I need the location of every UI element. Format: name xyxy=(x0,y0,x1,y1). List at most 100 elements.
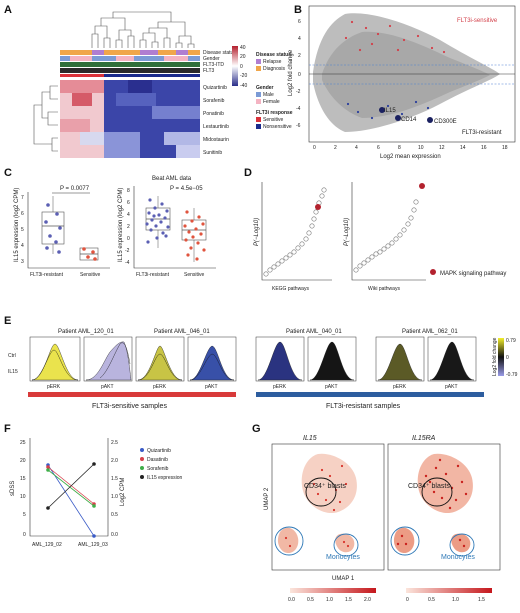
legend-title-flt3: FLT3i response xyxy=(256,110,293,116)
panel-f-lines xyxy=(47,463,95,537)
panel-f-points xyxy=(46,462,96,538)
panel-c-left-ylabel: IL15 expression (log2 CPM) xyxy=(14,188,20,262)
svg-text:Quizartinib: Quizartinib xyxy=(147,448,171,454)
panel-d-right-axes xyxy=(351,182,426,281)
panel-d-left-xlabel: KEGG pathways xyxy=(272,286,309,292)
panel-g-ylabel: UMAP 2 xyxy=(264,487,270,510)
legend-sensitive: Sensitive xyxy=(263,117,284,123)
panel-f-ylabel-left: sDSS xyxy=(10,481,16,496)
panel-b-x-ticks: 0 2 4 6 8 10 12 14 16 18 xyxy=(313,145,508,151)
umap-il15ra-blast-label: CD34⁺ blasts xyxy=(408,483,450,490)
panel-c-left-group-resistant: FLT3i-resistant xyxy=(30,272,64,278)
umap-title-il15: IL15 xyxy=(303,435,317,442)
svg-text:6: 6 xyxy=(127,200,130,206)
panel-d-right-ylabel: P(−Log10) xyxy=(344,218,350,246)
panel-c-right-title: Beat AML data xyxy=(152,176,192,182)
patient-label-aml-040: Patient AML_040_01 xyxy=(286,329,342,335)
panel-c-right-axes xyxy=(133,186,216,269)
group-label-resistant: FLT3i-resistant samples xyxy=(326,403,401,410)
svg-text:7: 7 xyxy=(21,195,24,201)
svg-text:20: 20 xyxy=(20,458,26,464)
svg-text:4: 4 xyxy=(355,145,358,151)
svg-text:2.0: 2.0 xyxy=(364,597,371,603)
panel-label-e: E xyxy=(4,315,11,327)
scale-tick: -20 xyxy=(240,73,247,79)
umap-title-il15ra: IL15RA xyxy=(412,435,436,442)
drug-label-ponatinib: Ponatinib xyxy=(203,111,224,117)
panel-a-legend: Disease status Relapse Diagnosis Gender … xyxy=(256,52,293,130)
panel-d-left-points xyxy=(263,187,327,277)
panel-c-left-pvalue: P = 0.0077 xyxy=(60,186,90,192)
flow-histogram-062-perk xyxy=(375,336,425,382)
svg-text:4: 4 xyxy=(127,212,130,218)
row-label-flt3itd: FLT3-ITD xyxy=(203,62,224,68)
legend-female: Female xyxy=(263,99,280,105)
panel-c-right-box-sensitive xyxy=(181,208,207,262)
panel-label-b: B xyxy=(294,4,302,16)
panel-c-left-box-resistant xyxy=(41,196,65,254)
svg-text:4: 4 xyxy=(21,243,24,249)
panel-f-sample-2: AML_129_03 xyxy=(78,542,108,548)
svg-text:pAKT: pAKT xyxy=(445,384,458,390)
drug-label-lestaurtinib: Lestaurtinib xyxy=(203,124,229,130)
panel-f-ylabel-right: Log2 CPM xyxy=(120,478,126,506)
scale-tick: 0 xyxy=(240,64,243,70)
svg-text:0.0: 0.0 xyxy=(111,532,118,538)
panel-c-right-pvalue: P = 4.5e−05 xyxy=(170,186,203,192)
umap-il15ra-scale-ticks: 0 0.5 1.0 1.5 xyxy=(406,597,485,603)
panel-label-f: F xyxy=(4,423,11,435)
panel-d-right-points xyxy=(353,199,419,273)
flow-histogram-046-pakt xyxy=(187,336,237,382)
panel-b-highlight-genes xyxy=(379,107,433,123)
svg-text:14: 14 xyxy=(460,145,466,151)
panel-e-xlabels: pERK pAKT pERK pAKT pERK pAKT pERK pAKT xyxy=(47,384,458,390)
resistant-group-bar xyxy=(256,392,484,397)
panel-a-color-scale xyxy=(232,46,238,86)
flow-histogram-062-pakt xyxy=(427,336,477,382)
legend-title-disease: Disease status xyxy=(256,52,291,58)
svg-text:2.0: 2.0 xyxy=(111,458,118,464)
svg-text:2: 2 xyxy=(127,224,130,230)
panel-label-c: C xyxy=(4,167,12,179)
scale-tick: 0 xyxy=(506,355,509,361)
svg-text:0: 0 xyxy=(127,236,130,242)
scale-tick: 40 xyxy=(240,45,246,51)
panel-b-blue-points xyxy=(346,100,430,120)
svg-text:pAKT: pAKT xyxy=(101,384,114,390)
svg-text:6: 6 xyxy=(377,145,380,151)
svg-text:12: 12 xyxy=(439,145,445,151)
svg-text:0: 0 xyxy=(298,72,301,78)
panel-f-axes xyxy=(29,438,109,537)
legend-diagnosis: Diagnosis xyxy=(263,66,285,72)
panel-d-left-axes xyxy=(261,182,332,281)
mapk-point-kegg xyxy=(315,204,321,210)
label-flt3i-resistant: FLT3i-resistant xyxy=(462,130,502,136)
svg-text:0: 0 xyxy=(406,597,409,603)
flow-histogram-120-perk xyxy=(29,336,81,382)
svg-text:6: 6 xyxy=(298,19,301,25)
svg-text:1.5: 1.5 xyxy=(111,476,118,482)
panel-b-red-points xyxy=(344,20,446,54)
umap-il15ra-monocyte-label: Monocytes xyxy=(441,554,475,561)
svg-text:1.5: 1.5 xyxy=(345,597,352,603)
svg-text:0: 0 xyxy=(313,145,316,151)
mapk-legend-marker xyxy=(430,269,436,275)
gene-label-cd300e: CD300E xyxy=(434,119,457,125)
panel-b-ma-cloud xyxy=(313,13,500,132)
umap-plot-il15 xyxy=(271,443,385,571)
umap-il15-scale xyxy=(290,588,376,593)
svg-text:2.5: 2.5 xyxy=(111,440,118,446)
panel-b-y-ticks: 6 4 2 0 -2 -4 -6 xyxy=(296,19,301,129)
row-label-flt3: FLT3 xyxy=(203,68,215,74)
scale-tick: -40 xyxy=(240,83,247,89)
svg-text:1.0: 1.0 xyxy=(452,597,459,603)
panel-c-left-group-sensitive: Sensitive xyxy=(80,272,101,278)
scale-tick: -0.79 xyxy=(506,372,518,378)
svg-text:Sorafenib: Sorafenib xyxy=(147,466,169,472)
svg-text:IL15 expression: IL15 expression xyxy=(147,475,183,481)
panel-d-right-xlabel: Wiki pathways xyxy=(368,286,400,292)
svg-text:16: 16 xyxy=(481,145,487,151)
patient-label-aml-120: Patient AML_120_01 xyxy=(58,329,114,335)
panel-a-dendrogram-left xyxy=(33,85,58,152)
row-label-disease: Disease status xyxy=(203,50,236,56)
